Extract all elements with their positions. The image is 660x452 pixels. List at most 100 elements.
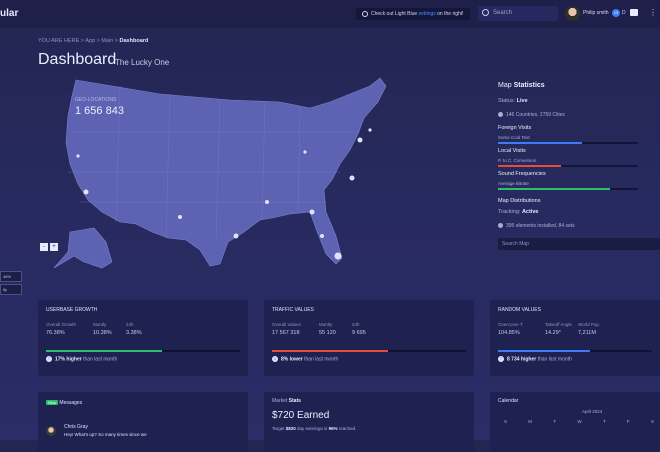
countries-info: 146 Countries, 2759 Cities	[498, 112, 565, 118]
stat-label: 24h	[126, 322, 134, 327]
avatar[interactable]	[565, 6, 580, 21]
weekday-label: F	[626, 419, 630, 424]
breadcrumb-main[interactable]: Main	[101, 38, 114, 44]
foreign-visits-sub: Some Cool Text	[498, 135, 530, 140]
stat-value: 7,211M	[578, 330, 596, 336]
local-visits-sub: P. to C. Conversion	[498, 158, 537, 163]
target-mid: day earnings is	[295, 426, 329, 431]
notice-settings-link[interactable]: settings	[418, 11, 436, 17]
weekday-label: S	[504, 419, 508, 424]
globe-icon	[498, 223, 503, 229]
elements-info: 395 elements installed, 84 sets	[498, 223, 575, 229]
page-title: Dashboard	[38, 51, 117, 68]
stat-label: Montly	[93, 322, 107, 327]
status-label: Status:	[498, 98, 517, 104]
search-icon	[482, 8, 489, 16]
calendar-title: Calendar	[498, 398, 519, 404]
target-text: Target $820 day earnings is 96% reached.	[272, 426, 356, 431]
target-pct: 96%	[328, 426, 338, 431]
alaska-shape	[53, 227, 113, 269]
arrow-icon: ↑	[498, 356, 504, 362]
sound-frequencies-sub: Average Bitrate	[498, 181, 529, 186]
stat-value: 10.38%	[93, 330, 112, 336]
tracking-value: Active	[521, 209, 539, 215]
message-sender[interactable]: Chris Gray	[64, 424, 88, 430]
tracking-label: Tracking:	[498, 209, 522, 215]
breadcrumb-app[interactable]: App	[85, 38, 96, 44]
card-footer-bold: 8 734 higher	[507, 356, 537, 363]
stat-value: 76.38%	[46, 330, 65, 336]
map-stats-title-bold: Statistics	[513, 82, 545, 89]
stat-value: 55 120	[319, 330, 336, 336]
us-map[interactable]	[40, 72, 440, 277]
weekday-label: W	[577, 419, 582, 424]
sender-avatar[interactable]	[46, 426, 56, 436]
foreign-visits-bar	[498, 142, 638, 144]
market-label: Market Stats	[272, 398, 301, 404]
notice-text-post: on the right!	[435, 11, 464, 17]
notice-text-pre: Check out Light Blue	[371, 11, 419, 17]
arrow-icon: ↑	[46, 356, 52, 362]
geo-locations-value: 1 656 843	[75, 105, 124, 117]
local-visits-title: Local Visits	[498, 148, 526, 154]
calendar-month[interactable]: April 2024	[582, 409, 603, 414]
status-value: Live	[516, 98, 528, 104]
stat-card: USERBASE GROWTH Overall Growth 76.38% Montl…	[38, 300, 248, 376]
card-footer-bold: 17% higher	[55, 356, 82, 363]
messages-title: Messages	[59, 400, 83, 406]
target-pre: Target	[272, 426, 286, 431]
card-footer-rest: than last month	[536, 356, 572, 363]
search-map-input[interactable]: Search Map	[498, 238, 660, 250]
side-widget-pill[interactable]: ify	[0, 284, 22, 295]
notification-badge[interactable]: 13	[612, 9, 620, 17]
card-progress-bar	[498, 350, 652, 352]
chat-icon[interactable]	[630, 9, 638, 16]
card-footer: ↑ 17% higher than last month	[46, 356, 117, 362]
messages-card: New Messages Chris Gray Hey! What's up? …	[38, 392, 248, 452]
map-stats-title: Map Statistics	[498, 82, 545, 89]
stat-value: 17 567 318	[272, 330, 300, 336]
stat-label: Takeoff Angle	[545, 322, 572, 327]
market-label-prefix: Market	[272, 398, 289, 404]
weekday-label: S	[650, 419, 654, 424]
card-title: USERBASE GROWTH	[46, 307, 98, 313]
sound-frequencies-bar	[498, 188, 638, 190]
elements-text: 395 elements installed, 84 sets	[506, 223, 575, 229]
stat-value: 14.29°	[545, 330, 561, 336]
user-language[interactable]: D	[622, 10, 626, 16]
user-name[interactable]: Philip smith	[583, 10, 609, 16]
card-title: RANDOM VALUES	[498, 307, 541, 313]
stat-value: 9 695	[352, 330, 366, 336]
stat-card: RANDOM VALUES Overcome T. 104.85% Takeoff A…	[490, 300, 660, 376]
geo-locations-label: GEO-LOCATIONS	[75, 97, 117, 103]
breadcrumb-sep: >	[80, 38, 85, 44]
zoom-out-button[interactable]: -	[40, 243, 48, 251]
local-visits-bar	[498, 165, 638, 167]
settings-notice[interactable]: Check out Light Blue settings on the rig…	[356, 8, 470, 20]
search-placeholder: Search	[493, 10, 513, 16]
globe-icon	[498, 112, 503, 118]
message-preview[interactable]: Hey! What's up? So many times since we	[64, 432, 147, 437]
card-footer: ↓ 8% lower than last month	[272, 356, 338, 362]
card-title: TRAFFIC VALUES	[272, 307, 314, 313]
breadcrumb-sep: >	[114, 38, 118, 44]
stat-label: 24h	[352, 322, 360, 327]
weekday-label: M	[528, 419, 533, 424]
breadcrumb-here: YOU ARE HERE	[38, 38, 80, 44]
search-input[interactable]: Search	[478, 6, 558, 21]
more-options-icon[interactable]: ⋮	[649, 8, 657, 17]
target-amount: $820	[285, 426, 296, 431]
new-badge: New	[46, 400, 59, 406]
foreign-visits-title: Foreign Visits	[498, 125, 532, 131]
sound-frequencies-title: Sound Frequencies	[498, 171, 546, 177]
map-stats-title-prefix: Map	[498, 82, 514, 89]
zoom-in-button[interactable]: +	[50, 243, 58, 251]
brand-logo[interactable]: ular	[0, 8, 19, 19]
stat-label: World Pop.	[578, 322, 601, 327]
target-post: reached.	[337, 426, 357, 431]
card-progress-bar	[46, 350, 240, 352]
stat-label: Overcome T.	[498, 322, 524, 327]
weekday-label: T	[602, 419, 606, 424]
side-widget-pill[interactable]: 46%	[0, 271, 22, 282]
breadcrumb: YOU ARE HERE > App > Main > Dashboard	[38, 38, 148, 44]
